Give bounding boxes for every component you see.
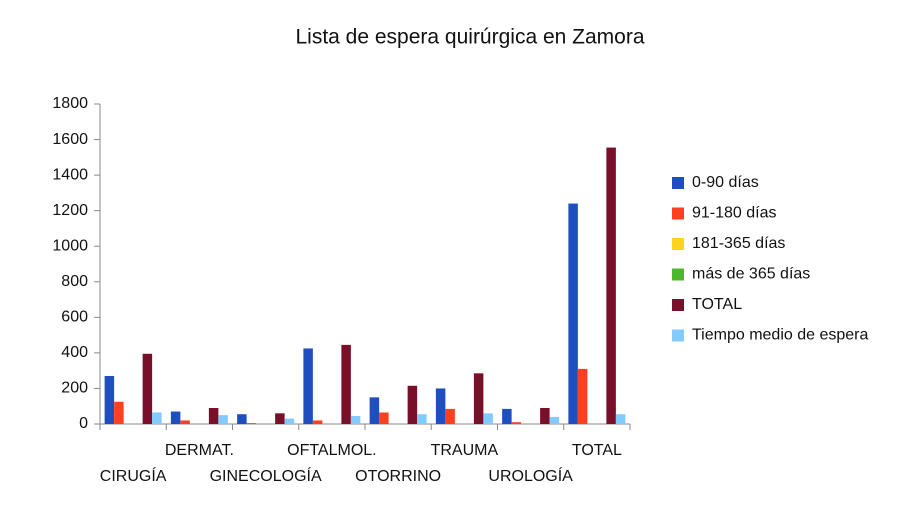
x-tick-label: GINECOLOGÍA [210,466,322,485]
bar [369,397,380,424]
y-tick-label: 600 [61,309,88,326]
bar [540,408,550,424]
bar [473,373,484,424]
legend-swatch [672,299,684,311]
bar [445,408,455,424]
x-tick-label: TOTAL [572,442,622,459]
bar [237,414,247,424]
bar [218,415,228,424]
y-tick-label: 0 [79,415,88,432]
bar [379,412,389,424]
legend-label: 91-180 días [692,205,777,222]
bar [104,376,115,424]
bar [417,414,427,424]
legend-label: Tiempo medio de espera [692,327,868,344]
x-tick-label: OFTALMOL. [287,442,377,459]
legend-swatch [672,268,684,281]
legend-label: 0-90 días [692,174,759,191]
legend-swatch [672,329,684,342]
legend-swatch [672,207,684,220]
x-tick-label: OTORRINO [355,468,441,485]
bar [341,344,351,424]
y-tick-label: 1200 [52,202,88,219]
bar [435,388,446,424]
legend-swatch [672,177,684,189]
x-tick-label: TRAUMA [431,442,499,459]
y-tick-label: 800 [61,273,88,290]
bar [170,411,181,424]
bar [114,401,124,424]
bar [568,203,578,424]
legend-label: más de 365 días [692,266,810,283]
y-tick-label: 1800 [52,95,88,112]
bar [615,414,626,424]
legend-swatch [672,238,684,250]
bar [350,416,361,424]
bar [284,418,295,424]
bar [312,420,323,424]
bar [511,422,522,424]
legend-label: TOTAL [692,296,742,313]
x-tick-label: DERMAT. [165,442,234,459]
bar [142,353,153,424]
bar [303,348,313,424]
y-tick-label: 400 [61,344,88,361]
y-tick-label: 1400 [52,166,88,183]
chart-title: Lista de espera quirúrgica en Zamora [295,26,644,49]
bar [152,412,162,424]
bar [180,420,190,424]
y-tick-label: 1000 [52,237,88,254]
bar [606,147,616,425]
x-tick-label: CIRUGÍA [100,466,167,485]
legend-label: 181-365 días [692,235,785,252]
bar [246,423,257,424]
bar [577,368,588,424]
bar [407,385,418,424]
bar [549,416,560,424]
x-tick-label: UROLOGÍA [488,466,573,485]
bar [483,413,493,424]
y-tick-label: 200 [61,380,88,397]
y-tick-label: 1600 [52,131,88,148]
bar [502,408,512,424]
bar [275,413,285,424]
bar [208,408,219,424]
